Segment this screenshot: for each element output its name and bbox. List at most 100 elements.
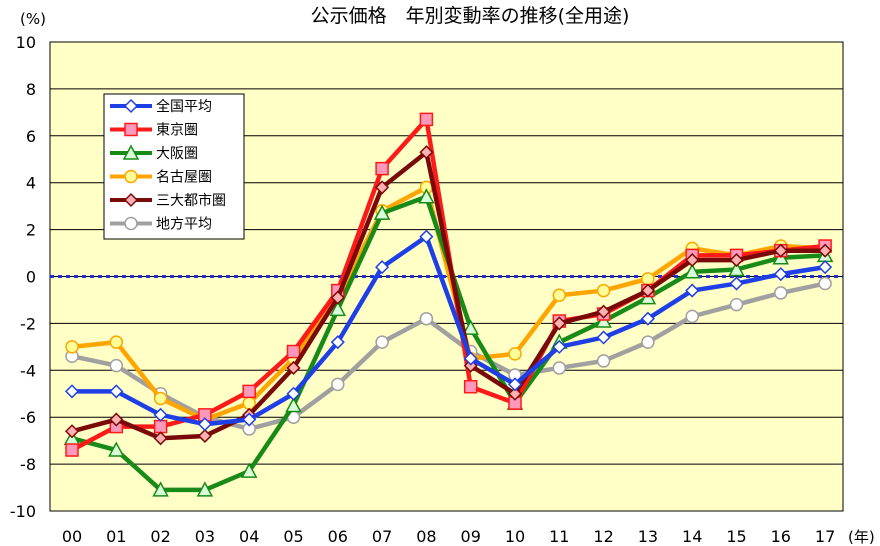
series-1 <box>64 229 833 432</box>
legend-item: 東京圏 <box>110 123 198 139</box>
legend-label: 東京圏 <box>156 123 198 139</box>
data-point <box>242 384 256 399</box>
series-line <box>71 281 826 432</box>
data-point <box>286 344 301 359</box>
data-point <box>683 263 701 279</box>
series-5 <box>64 145 833 446</box>
data-point <box>330 290 345 305</box>
data-point <box>552 361 567 375</box>
data-point <box>329 300 347 317</box>
data-point <box>818 260 833 275</box>
data-point <box>197 428 212 444</box>
data-point <box>818 243 833 258</box>
data-point <box>109 358 124 373</box>
legend-label: 三大都市圏 <box>156 192 226 209</box>
data-point <box>419 145 434 160</box>
x-tick-label: 03 <box>195 527 215 546</box>
data-point <box>685 253 700 268</box>
data-point <box>729 276 744 291</box>
x-tick-label: 05 <box>283 527 303 546</box>
data-point <box>596 330 611 345</box>
y-tick-label: -2 <box>20 314 36 333</box>
chart-title: 公示価格 年別変動率の推移(全用途) <box>311 5 630 27</box>
x-tick-label: 08 <box>416 527 436 546</box>
data-point <box>507 386 523 401</box>
data-point <box>375 161 389 176</box>
data-point <box>729 253 744 268</box>
x-axis-unit: (年) <box>848 528 875 546</box>
data-point <box>109 412 124 427</box>
data-point <box>153 391 168 406</box>
y-tick-label: -4 <box>20 361 36 380</box>
data-point <box>286 386 301 401</box>
x-tick-label: 06 <box>328 527 348 546</box>
x-tick-label: 13 <box>638 527 658 546</box>
data-point <box>552 339 567 354</box>
x-tick-label: 09 <box>461 527 481 546</box>
data-point <box>196 481 214 497</box>
data-point <box>331 377 345 392</box>
data-point <box>197 417 212 432</box>
data-point <box>773 243 788 258</box>
data-point <box>418 188 435 204</box>
data-point <box>108 441 125 457</box>
x-tick-label: 17 <box>815 527 835 546</box>
data-point <box>419 311 434 326</box>
legend-marker <box>124 169 138 184</box>
series-lines <box>63 112 834 497</box>
x-tick-label: 07 <box>372 527 392 546</box>
legend-marker <box>124 216 138 231</box>
data-point <box>552 316 567 331</box>
data-point <box>463 379 478 394</box>
data-point <box>153 407 168 422</box>
x-tick-labels: 00 01 02 03 04 05 06 07 08 09 10 11 12 13 14 15 16 17 <box>62 527 835 546</box>
x-tick-label: 11 <box>549 527 569 546</box>
y-tick-label: -10 <box>10 502 36 521</box>
legend-marker <box>123 98 139 114</box>
data-point <box>65 340 79 354</box>
data-point <box>153 431 168 446</box>
data-point <box>640 283 655 298</box>
data-point <box>508 347 522 361</box>
legend-marker <box>124 122 138 137</box>
data-point <box>109 335 124 349</box>
data-point <box>330 335 345 350</box>
data-point <box>596 354 611 368</box>
data-point <box>375 335 389 349</box>
data-point <box>285 396 302 413</box>
data-point <box>240 462 258 478</box>
data-point <box>596 283 611 298</box>
data-point <box>641 272 655 286</box>
data-point <box>685 283 700 298</box>
x-tick-label: 15 <box>726 527 746 546</box>
legend-item: 三大都市圏 <box>110 192 226 209</box>
legend-label: 名古屋圏 <box>156 170 212 186</box>
data-point <box>373 204 391 220</box>
y-tick-label: 6 <box>26 127 36 146</box>
data-point <box>774 286 788 300</box>
data-point <box>596 304 611 319</box>
data-point <box>64 384 80 399</box>
data-point <box>64 424 80 439</box>
data-point <box>507 377 523 392</box>
data-point <box>685 309 699 324</box>
y-tick-label: 4 <box>26 174 36 193</box>
y-tick-label: -6 <box>20 408 36 427</box>
x-tick-label: 12 <box>593 527 613 546</box>
x-tick-label: 02 <box>150 527 170 546</box>
legend-label: 地方平均 <box>156 217 212 233</box>
data-point <box>552 288 567 303</box>
data-point <box>242 412 257 427</box>
data-point <box>462 319 479 335</box>
x-tick-label: 10 <box>505 527 525 546</box>
y-axis-unit: (%) <box>20 10 46 28</box>
data-point <box>109 384 124 399</box>
x-tick-label: 01 <box>106 527 126 546</box>
data-point <box>419 112 434 127</box>
legend-item: 名古屋圏 <box>110 170 212 186</box>
data-point <box>375 180 390 195</box>
legend-item: 全国平均 <box>110 98 212 115</box>
legend-marker <box>123 192 139 208</box>
